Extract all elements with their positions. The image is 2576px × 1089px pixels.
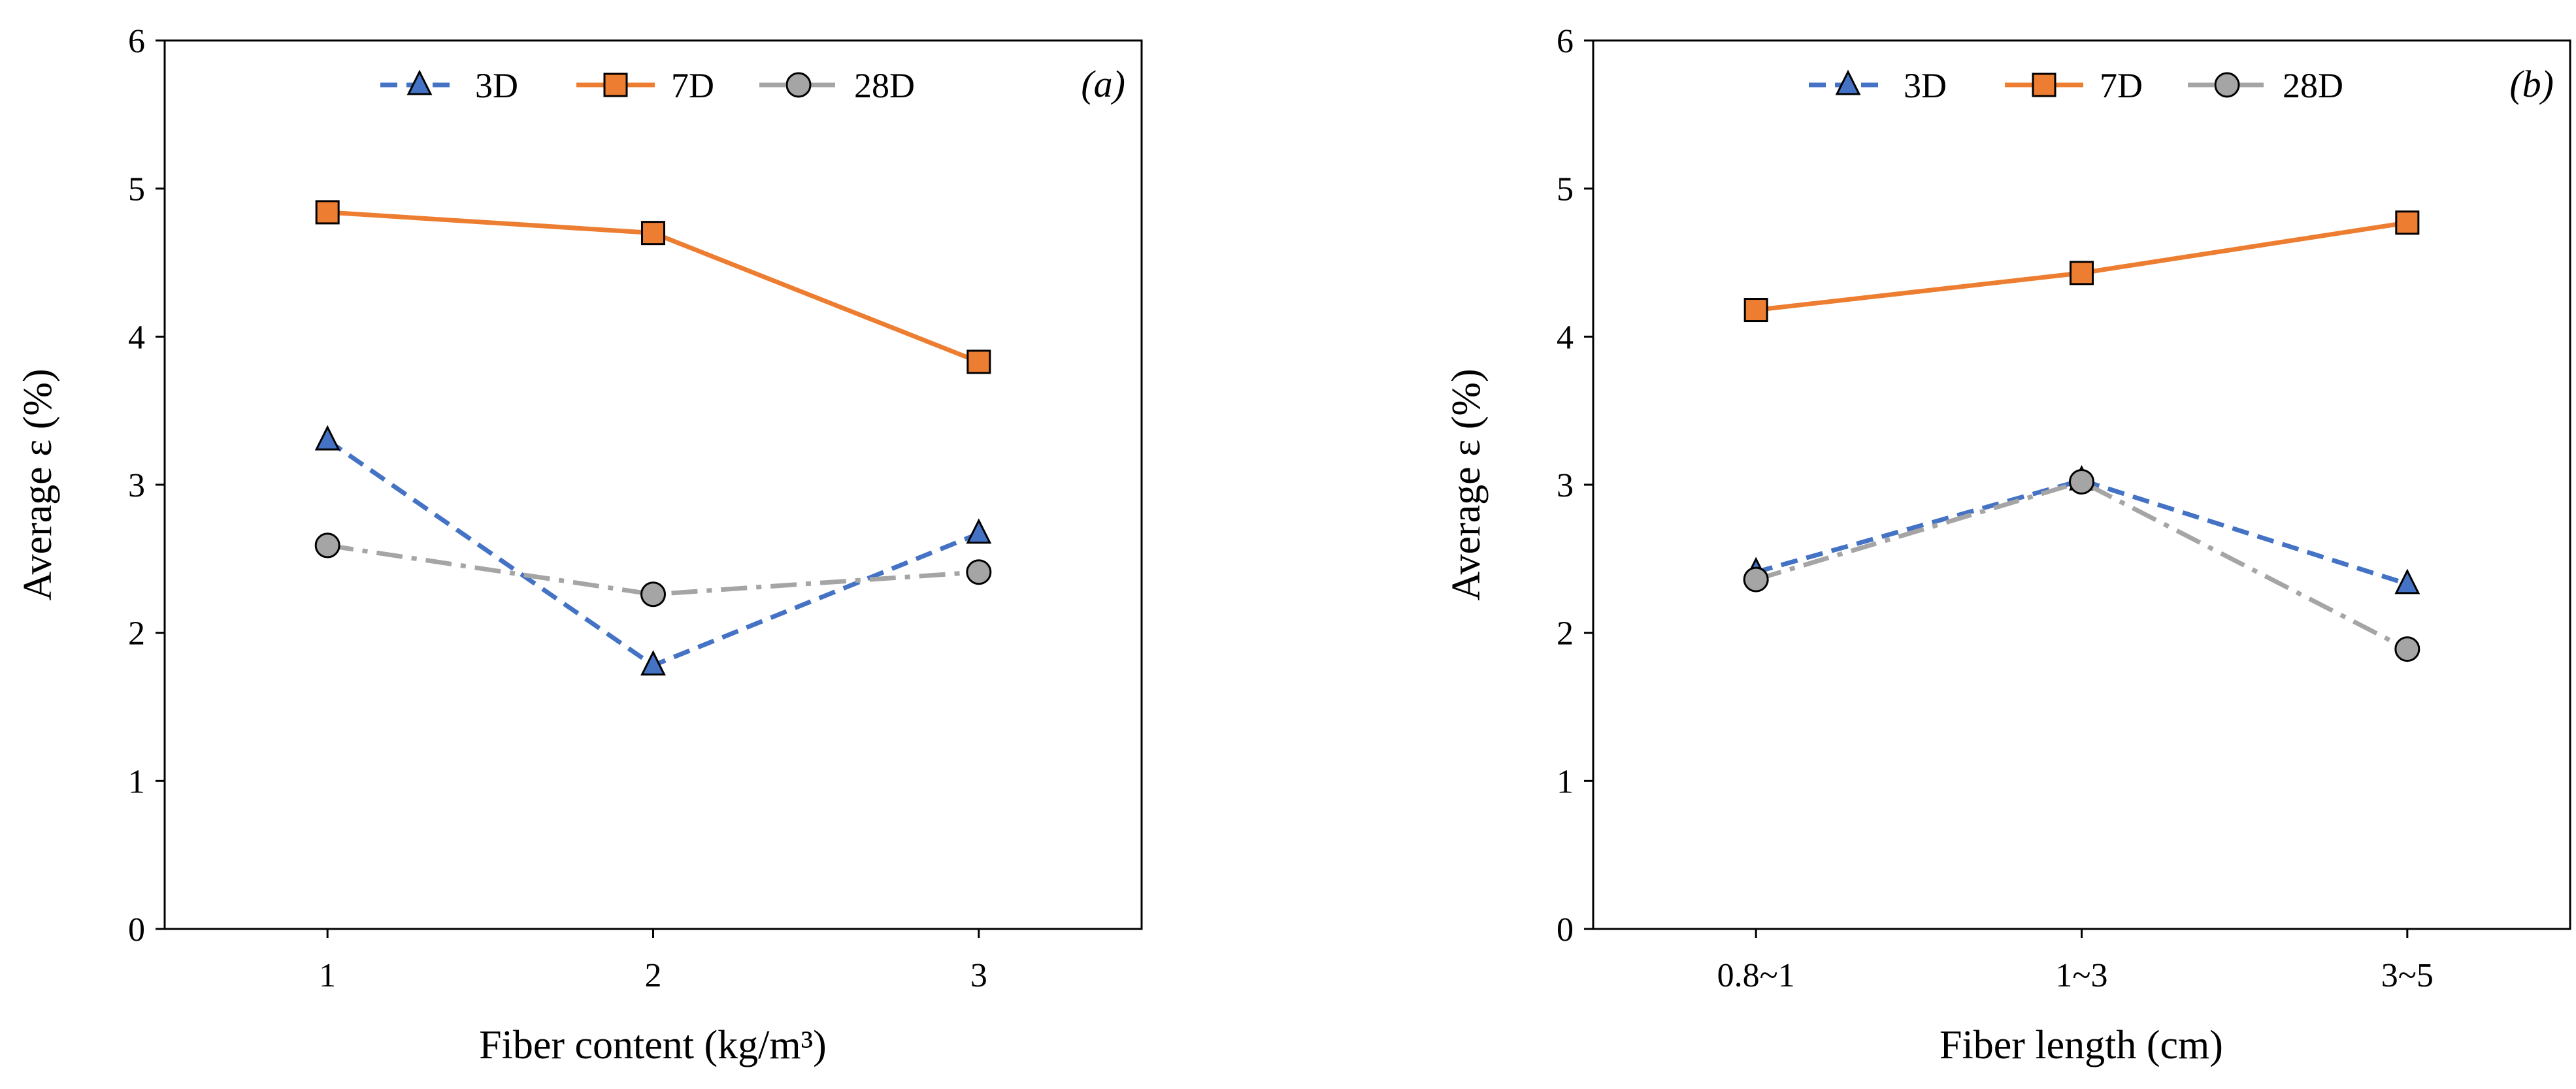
data-point <box>314 532 340 559</box>
y-axis-ticks: 0 1 2 3 4 5 6 <box>128 23 165 949</box>
y-tick-label: 6 <box>1557 23 1574 60</box>
series-layer <box>1743 210 2420 662</box>
y-tick-label: 1 <box>128 763 145 800</box>
data-point <box>640 581 666 608</box>
x-tick-label: 1 <box>319 957 336 994</box>
y-axis-title: Average ε (%) <box>16 368 60 600</box>
chart-panel-a: 0 1 2 3 4 5 6 1 2 3 Fiber content (kg/m³) Averag… <box>16 23 1143 1067</box>
data-point <box>314 425 340 451</box>
data-point <box>966 518 992 544</box>
series-line <box>326 438 980 668</box>
data-point <box>1743 566 1769 593</box>
legend-label: 3D <box>1904 66 1947 105</box>
legend-marker <box>2032 73 2056 97</box>
y-tick-label: 5 <box>128 171 145 208</box>
legend-item: 28D <box>2188 66 2343 105</box>
legend: 3D 7D 28D <box>380 66 915 105</box>
y-tick-label: 0 <box>1557 911 1574 949</box>
y-tick-label: 3 <box>128 467 145 504</box>
series-7D <box>315 200 991 374</box>
legend-marker <box>2214 72 2240 98</box>
legend: 3D 7D 28D <box>1809 66 2343 105</box>
y-tick-label: 1 <box>1557 763 1574 800</box>
y-tick-label: 2 <box>1557 615 1574 653</box>
data-point <box>2070 261 2094 285</box>
panel-label: (a) <box>1081 63 1125 105</box>
data-point <box>966 349 991 374</box>
x-axis-ticks: 1 2 3 <box>319 929 987 994</box>
chart-panel-b: 0 1 2 3 4 5 6 0.8~1 1~3 3~5 Fiber length (cm) Av… <box>1444 23 2571 1067</box>
y-tick-label: 5 <box>1557 171 1574 208</box>
legend-label: 7D <box>671 66 714 105</box>
series-line <box>1755 479 2409 651</box>
x-axis-title: Fiber content (kg/m³) <box>479 1023 827 1067</box>
legend-marker <box>785 72 812 98</box>
legend-item: 7D <box>576 66 714 105</box>
legend-label: 3D <box>475 66 518 105</box>
series-7D <box>1743 210 2420 323</box>
x-tick-label: 1~3 <box>2055 957 2107 994</box>
x-axis-title: Fiber length (cm) <box>1940 1023 2223 1067</box>
x-tick-label: 3 <box>970 957 987 994</box>
y-tick-label: 6 <box>128 23 145 60</box>
data-point <box>2394 636 2420 662</box>
panel-label: (b) <box>2509 63 2554 105</box>
x-tick-label: 2 <box>645 957 662 994</box>
data-point <box>2395 210 2420 235</box>
x-axis-ticks: 0.8~1 1~3 3~5 <box>1717 929 2434 994</box>
series-3D <box>314 425 992 676</box>
legend-marker <box>1835 69 1861 95</box>
y-tick-label: 4 <box>128 319 145 356</box>
legend-item: 7D <box>2005 66 2143 105</box>
data-point <box>641 221 665 246</box>
series-line <box>327 543 980 597</box>
legend-marker <box>406 69 433 95</box>
y-tick-label: 2 <box>128 615 145 653</box>
legend-label: 7D <box>2100 66 2143 105</box>
legend-label: 28D <box>2283 66 2343 105</box>
y-tick-label: 4 <box>1557 319 1574 356</box>
data-point <box>2069 468 2094 495</box>
legend-item: 28D <box>759 66 915 105</box>
data-point <box>1743 298 1768 323</box>
plot-area-frame <box>163 39 1143 930</box>
series-line <box>1755 478 2408 587</box>
series-28D <box>1743 468 2420 662</box>
y-axis-title: Average ε (%) <box>1444 368 1489 600</box>
legend-item: 3D <box>380 66 518 105</box>
y-tick-label: 3 <box>1557 467 1574 504</box>
series-layer <box>314 200 992 676</box>
data-point <box>640 650 666 676</box>
data-point <box>966 559 992 585</box>
series-28D <box>314 532 992 608</box>
legend-label: 28D <box>854 66 915 105</box>
x-tick-label: 0.8~1 <box>1717 957 1795 994</box>
y-axis-ticks: 0 1 2 3 4 5 6 <box>1557 23 1593 949</box>
x-tick-label: 3~5 <box>2381 957 2434 994</box>
legend-item: 3D <box>1809 66 1947 105</box>
legend-marker <box>603 73 628 97</box>
data-point <box>315 200 340 225</box>
y-tick-label: 0 <box>128 911 145 949</box>
data-point <box>2394 568 2420 594</box>
